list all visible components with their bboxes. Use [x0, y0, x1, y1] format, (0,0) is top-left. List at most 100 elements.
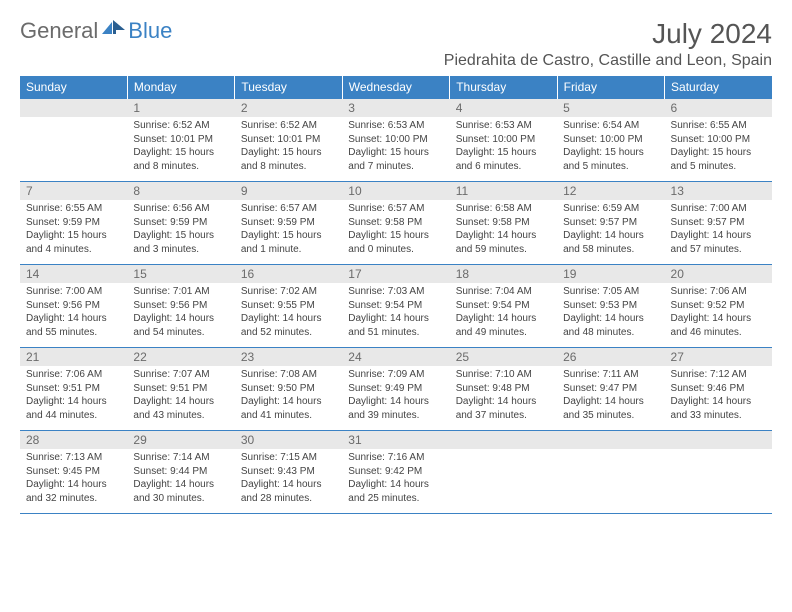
day-data: Sunrise: 7:14 AMSunset: 9:44 PMDaylight:…	[127, 449, 234, 513]
day-data: Sunrise: 7:10 AMSunset: 9:48 PMDaylight:…	[450, 366, 557, 430]
day-data: Sunrise: 7:07 AMSunset: 9:51 PMDaylight:…	[127, 366, 234, 430]
title-block: July 2024 Piedrahita de Castro, Castille…	[444, 18, 772, 70]
day-number: 11	[450, 182, 557, 200]
day-data-empty	[20, 117, 127, 141]
day-number: 20	[665, 265, 772, 283]
day-data: Sunrise: 6:59 AMSunset: 9:57 PMDaylight:…	[557, 200, 664, 264]
daylight-line: Daylight: 15 hours and 3 minutes.	[133, 229, 228, 256]
sunset-line: Sunset: 9:46 PM	[671, 382, 766, 396]
sunset-line: Sunset: 9:50 PM	[241, 382, 336, 396]
calendar-cell	[450, 431, 557, 514]
day-data: Sunrise: 6:53 AMSunset: 10:00 PMDaylight…	[450, 117, 557, 181]
day-data: Sunrise: 7:05 AMSunset: 9:53 PMDaylight:…	[557, 283, 664, 347]
calendar-cell: 30Sunrise: 7:15 AMSunset: 9:43 PMDayligh…	[235, 431, 342, 514]
daylight-line: Daylight: 15 hours and 0 minutes.	[348, 229, 443, 256]
sunrise-line: Sunrise: 7:11 AM	[563, 368, 658, 382]
sunrise-line: Sunrise: 6:53 AM	[456, 119, 551, 133]
calendar-cell: 9Sunrise: 6:57 AMSunset: 9:59 PMDaylight…	[235, 182, 342, 265]
calendar-cell: 6 Sunrise: 6:55 AMSunset: 10:00 PMDayligh…	[665, 99, 772, 182]
day-number: 29	[127, 431, 234, 449]
day-number: 31	[342, 431, 449, 449]
day-number: 19	[557, 265, 664, 283]
calendar-row: 14Sunrise: 7:00 AMSunset: 9:56 PMDayligh…	[20, 265, 772, 348]
daylight-line: Daylight: 14 hours and 35 minutes.	[563, 395, 658, 422]
day-data: Sunrise: 6:57 AMSunset: 9:58 PMDaylight:…	[342, 200, 449, 264]
daylight-line: Daylight: 15 hours and 7 minutes.	[348, 146, 443, 173]
daylight-line: Daylight: 15 hours and 1 minute.	[241, 229, 336, 256]
day-number: 5	[557, 99, 664, 117]
day-number-empty	[20, 99, 127, 117]
calendar-cell: 16Sunrise: 7:02 AMSunset: 9:55 PMDayligh…	[235, 265, 342, 348]
calendar-cell: 12Sunrise: 6:59 AMSunset: 9:57 PMDayligh…	[557, 182, 664, 265]
sunrise-line: Sunrise: 7:10 AM	[456, 368, 551, 382]
calendar-cell: 5Sunrise: 6:54 AMSunset: 10:00 PMDayligh…	[557, 99, 664, 182]
calendar-cell: 31Sunrise: 7:16 AMSunset: 9:42 PMDayligh…	[342, 431, 449, 514]
sunrise-line: Sunrise: 7:06 AM	[671, 285, 766, 299]
daylight-line: Daylight: 15 hours and 5 minutes.	[671, 146, 766, 173]
day-number: 8	[127, 182, 234, 200]
calendar-cell: 28Sunrise: 7:13 AMSunset: 9:45 PMDayligh…	[20, 431, 127, 514]
calendar-cell: 15Sunrise: 7:01 AMSunset: 9:56 PMDayligh…	[127, 265, 234, 348]
sunrise-line: Sunrise: 6:55 AM	[671, 119, 766, 133]
day-number: 13	[665, 182, 772, 200]
month-title: July 2024	[444, 18, 772, 50]
calendar-body: 1Sunrise: 6:52 AMSunset: 10:01 PMDayligh…	[20, 99, 772, 514]
logo-text-blue: Blue	[128, 18, 172, 44]
day-data: Sunrise: 6:52 AMSunset: 10:01 PMDaylight…	[235, 117, 342, 181]
header: General Blue July 2024 Piedrahita de Cas…	[20, 18, 772, 70]
daylight-line: Daylight: 14 hours and 55 minutes.	[26, 312, 121, 339]
daylight-line: Daylight: 14 hours and 32 minutes.	[26, 478, 121, 505]
day-data: Sunrise: 7:15 AMSunset: 9:43 PMDaylight:…	[235, 449, 342, 513]
calendar-cell: 20Sunrise: 7:06 AMSunset: 9:52 PMDayligh…	[665, 265, 772, 348]
day-data: Sunrise: 7:12 AMSunset: 9:46 PMDaylight:…	[665, 366, 772, 430]
sunrise-line: Sunrise: 7:13 AM	[26, 451, 121, 465]
sunrise-line: Sunrise: 7:15 AM	[241, 451, 336, 465]
day-number: 3	[342, 99, 449, 117]
day-data: Sunrise: 7:06 AMSunset: 9:52 PMDaylight:…	[665, 283, 772, 347]
day-number: 16	[235, 265, 342, 283]
logo: General Blue	[20, 18, 172, 44]
sunrise-line: Sunrise: 7:16 AM	[348, 451, 443, 465]
sunrise-line: Sunrise: 7:05 AM	[563, 285, 658, 299]
day-number: 21	[20, 348, 127, 366]
calendar-row: 7Sunrise: 6:55 AMSunset: 9:59 PMDaylight…	[20, 182, 772, 265]
sunset-line: Sunset: 9:51 PM	[26, 382, 121, 396]
sunset-line: Sunset: 9:59 PM	[133, 216, 228, 230]
day-number: 27	[665, 348, 772, 366]
day-number: 7	[20, 182, 127, 200]
weekday-header: Sunday	[20, 76, 127, 99]
sunset-line: Sunset: 9:56 PM	[26, 299, 121, 313]
day-number: 10	[342, 182, 449, 200]
calendar-row: 21Sunrise: 7:06 AMSunset: 9:51 PMDayligh…	[20, 348, 772, 431]
calendar-cell: 8Sunrise: 6:56 AMSunset: 9:59 PMDaylight…	[127, 182, 234, 265]
day-data: Sunrise: 7:00 AMSunset: 9:57 PMDaylight:…	[665, 200, 772, 264]
day-data: Sunrise: 7:02 AMSunset: 9:55 PMDaylight:…	[235, 283, 342, 347]
sunrise-line: Sunrise: 7:00 AM	[26, 285, 121, 299]
day-number-empty	[557, 431, 664, 449]
sunrise-line: Sunrise: 7:08 AM	[241, 368, 336, 382]
day-number: 6	[665, 99, 772, 117]
calendar-cell: 7Sunrise: 6:55 AMSunset: 9:59 PMDaylight…	[20, 182, 127, 265]
calendar-cell: 13Sunrise: 7:00 AMSunset: 9:57 PMDayligh…	[665, 182, 772, 265]
daylight-line: Daylight: 14 hours and 39 minutes.	[348, 395, 443, 422]
calendar-cell: 18Sunrise: 7:04 AMSunset: 9:54 PMDayligh…	[450, 265, 557, 348]
day-data-empty	[450, 449, 557, 473]
day-data: Sunrise: 7:03 AMSunset: 9:54 PMDaylight:…	[342, 283, 449, 347]
day-data: Sunrise: 6:53 AMSunset: 10:00 PMDaylight…	[342, 117, 449, 181]
sunset-line: Sunset: 9:53 PM	[563, 299, 658, 313]
day-number: 23	[235, 348, 342, 366]
logo-text-general: General	[20, 18, 98, 44]
daylight-line: Daylight: 14 hours and 33 minutes.	[671, 395, 766, 422]
sunset-line: Sunset: 10:00 PM	[671, 133, 766, 147]
weekday-header: Monday	[127, 76, 234, 99]
sunrise-line: Sunrise: 6:58 AM	[456, 202, 551, 216]
daylight-line: Daylight: 14 hours and 43 minutes.	[133, 395, 228, 422]
day-data: Sunrise: 6:58 AMSunset: 9:58 PMDaylight:…	[450, 200, 557, 264]
sunrise-line: Sunrise: 7:03 AM	[348, 285, 443, 299]
sunset-line: Sunset: 9:44 PM	[133, 465, 228, 479]
sunrise-line: Sunrise: 6:54 AM	[563, 119, 658, 133]
calendar-cell: 24Sunrise: 7:09 AMSunset: 9:49 PMDayligh…	[342, 348, 449, 431]
sunset-line: Sunset: 10:00 PM	[348, 133, 443, 147]
calendar-cell	[665, 431, 772, 514]
weekday-header: Friday	[557, 76, 664, 99]
